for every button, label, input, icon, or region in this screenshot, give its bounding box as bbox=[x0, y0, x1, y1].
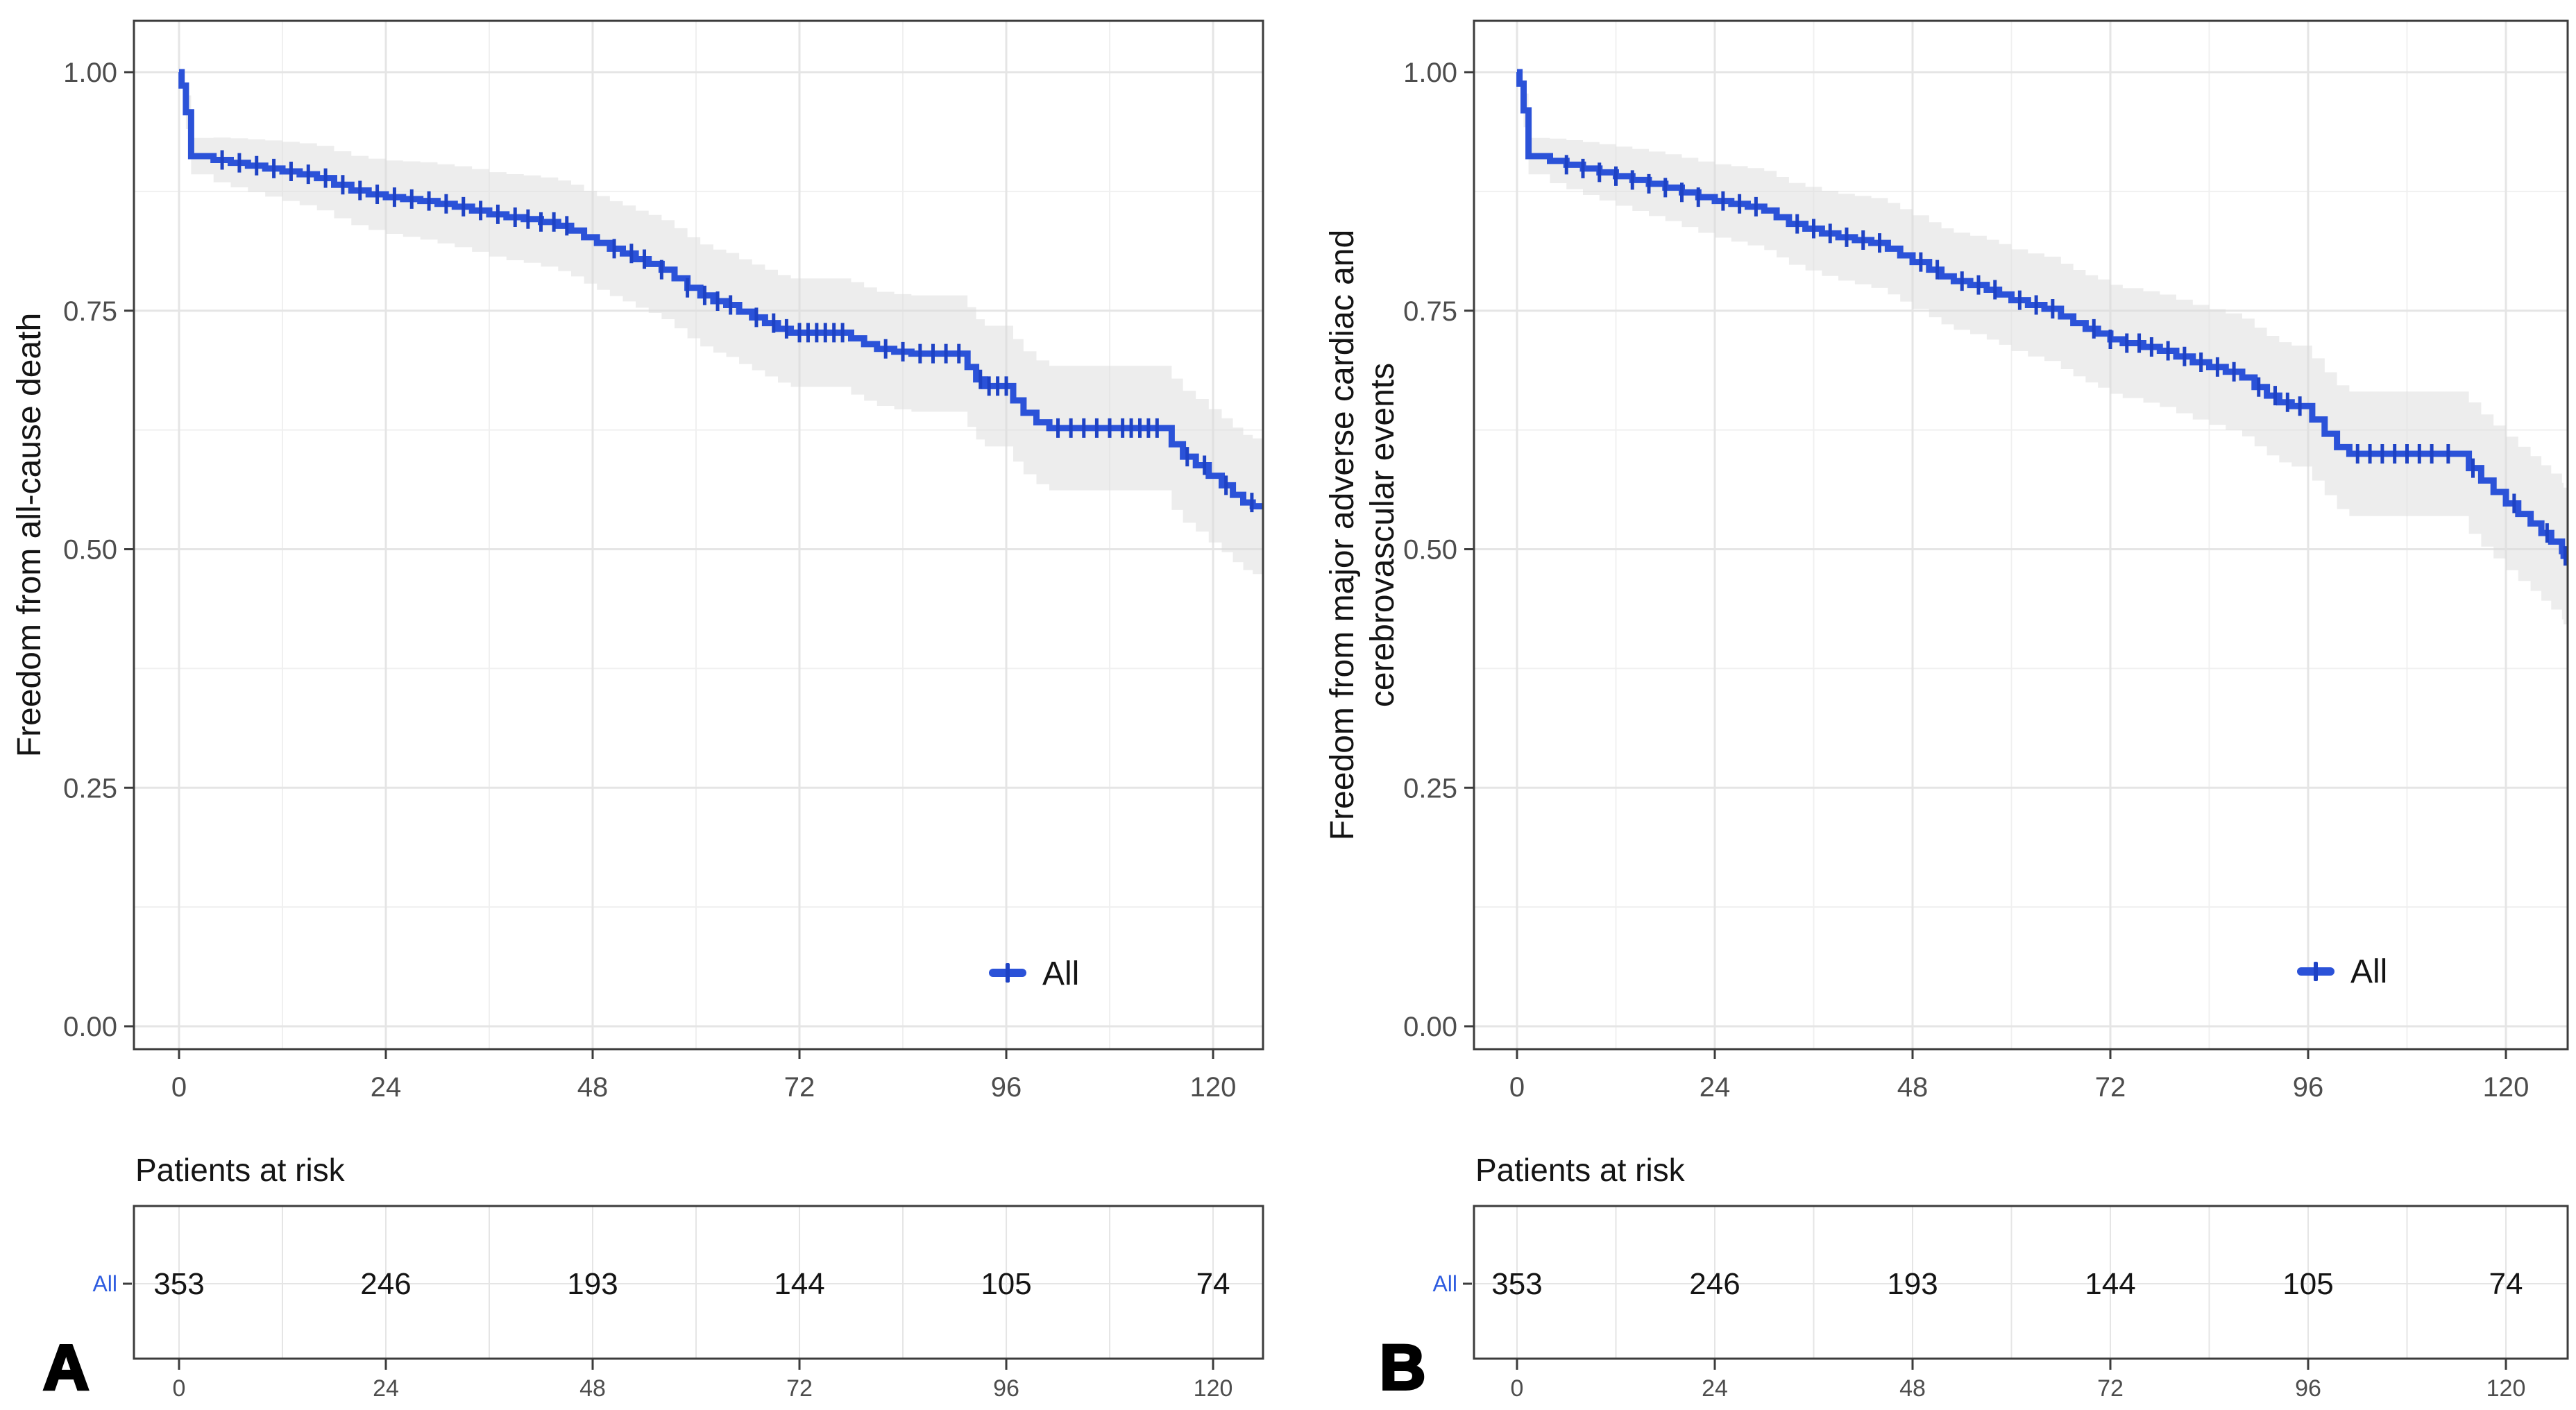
risk-row-label: All bbox=[1432, 1271, 1457, 1296]
legend-plus bbox=[1006, 963, 1010, 983]
risk-count: 353 bbox=[153, 1267, 204, 1301]
y-axis: 0.00 0.25 0.50 0.75 1.00 bbox=[1403, 58, 1474, 1042]
legend-plus bbox=[2314, 962, 2318, 981]
risk-axis-label: 48 bbox=[579, 1375, 606, 1402]
risk-box-border bbox=[133, 1205, 1264, 1360]
risk-table: All 353 246 193 144 105 74 0 24 48 72 96 120 bbox=[1432, 1205, 2569, 1402]
x-tick-label: 0 bbox=[171, 1072, 187, 1103]
risk-count: 105 bbox=[2282, 1267, 2333, 1301]
y-tick-label: 0.00 bbox=[1403, 1012, 1457, 1042]
risk-axis-label: 48 bbox=[1899, 1375, 1926, 1402]
x-axis: 0 24 48 72 96 120 bbox=[1509, 1049, 2530, 1103]
y-axis: 0.00 0.25 0.50 0.75 1.00 bbox=[63, 58, 134, 1042]
risk-axis-label: 96 bbox=[2295, 1375, 2321, 1402]
km-curve bbox=[178, 69, 1263, 510]
risk-axis-label: 120 bbox=[2486, 1375, 2526, 1402]
risk-count: 144 bbox=[2085, 1267, 2135, 1301]
risk-count: 193 bbox=[567, 1267, 618, 1301]
ci-ribbon bbox=[185, 95, 1263, 575]
x-tick-label: 0 bbox=[1509, 1072, 1525, 1103]
ci-ribbon bbox=[1523, 93, 2568, 625]
risk-axis-label: 72 bbox=[786, 1375, 813, 1402]
risk-axis-label: 24 bbox=[1702, 1375, 1728, 1402]
risk-axis-label: 0 bbox=[1511, 1375, 1524, 1402]
y-tick-label: 0.75 bbox=[1403, 296, 1457, 327]
plot-layer bbox=[1516, 69, 2568, 625]
risk-axis-label: 96 bbox=[993, 1375, 1019, 1402]
x-axis: 0 24 48 72 96 120 bbox=[171, 1049, 1237, 1103]
risk-count: 353 bbox=[1491, 1267, 1542, 1301]
x-tick-label: 48 bbox=[577, 1072, 609, 1103]
y-tick-label: 0.25 bbox=[1403, 773, 1457, 804]
x-tick-label: 48 bbox=[1897, 1072, 1929, 1103]
plot-border bbox=[133, 19, 1264, 1051]
legend-label-b: All bbox=[2350, 953, 2387, 990]
y-tick-label: 0.50 bbox=[1403, 535, 1457, 566]
risk-count: 105 bbox=[981, 1267, 1031, 1301]
legend-key bbox=[2297, 962, 2334, 981]
risk-table-title-b: Patients at risk bbox=[1475, 1152, 1686, 1188]
x-tick-label: 24 bbox=[371, 1072, 402, 1103]
risk-count: 144 bbox=[774, 1267, 824, 1301]
y-axis-title-b-line1: Freedom from major adverse cardiac and bbox=[1324, 230, 1361, 840]
y-axis-title-b-line2: cerebrovascular events bbox=[1364, 363, 1401, 707]
risk-count: 193 bbox=[1887, 1267, 1938, 1301]
risk-axis-label: 24 bbox=[373, 1375, 399, 1402]
plot-layer bbox=[178, 69, 1263, 575]
censor-marks bbox=[1564, 155, 2567, 566]
legend-label-a: All bbox=[1042, 955, 1079, 992]
x-tick-label: 96 bbox=[991, 1072, 1022, 1103]
panel-letter-a: A bbox=[43, 1332, 89, 1403]
x-tick-label: 72 bbox=[2095, 1072, 2126, 1103]
x-tick-label: 120 bbox=[1190, 1072, 1237, 1103]
y-axis-title-a: Freedom from all-cause death bbox=[11, 313, 48, 757]
y-tick-label: 0.25 bbox=[63, 773, 117, 804]
panel-a-plot: 0 24 48 72 96 120 0.00 0.25 0.50 0.75 1.00 All 353 24… bbox=[63, 19, 1264, 1402]
y-tick-label: 0.00 bbox=[63, 1012, 117, 1042]
risk-axis-label: 0 bbox=[173, 1375, 186, 1402]
gridlines bbox=[1474, 21, 2568, 1049]
y-tick-label: 1.00 bbox=[63, 58, 117, 88]
risk-table-title-a: Patients at risk bbox=[135, 1152, 346, 1188]
km-curve bbox=[1516, 69, 2568, 559]
risk-row-label: All bbox=[92, 1271, 117, 1296]
risk-count: 246 bbox=[1689, 1267, 1740, 1301]
panel-b-plot: 0 24 48 72 96 120 0.00 0.25 0.50 0.75 1.00 All 353 24… bbox=[1403, 19, 2569, 1402]
legend-key bbox=[989, 963, 1026, 983]
y-tick-label: 0.75 bbox=[63, 296, 117, 327]
risk-count: 246 bbox=[360, 1267, 411, 1301]
y-tick-label: 0.50 bbox=[63, 535, 117, 566]
risk-axis-label: 120 bbox=[1194, 1375, 1233, 1402]
y-tick-label: 1.00 bbox=[1403, 58, 1457, 88]
risk-count: 74 bbox=[1196, 1267, 1230, 1301]
risk-box-border bbox=[1473, 1205, 2569, 1360]
censor-marks bbox=[220, 150, 1254, 513]
x-tick-label: 120 bbox=[2483, 1072, 2530, 1103]
panel-letter-b: B bbox=[1380, 1332, 1425, 1403]
plot-border bbox=[1473, 19, 2569, 1051]
x-tick-label: 96 bbox=[2293, 1072, 2324, 1103]
risk-count: 74 bbox=[2489, 1267, 2523, 1301]
risk-axis-label: 72 bbox=[2097, 1375, 2124, 1402]
risk-table: All 353 246 193 144 105 74 0 24 48 72 96 120 bbox=[92, 1205, 1264, 1402]
x-tick-label: 72 bbox=[784, 1072, 815, 1103]
x-tick-label: 24 bbox=[1700, 1072, 1731, 1103]
